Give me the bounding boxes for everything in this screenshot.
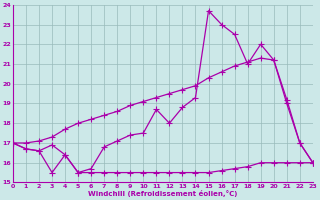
X-axis label: Windchill (Refroidissement éolien,°C): Windchill (Refroidissement éolien,°C) <box>88 190 237 197</box>
